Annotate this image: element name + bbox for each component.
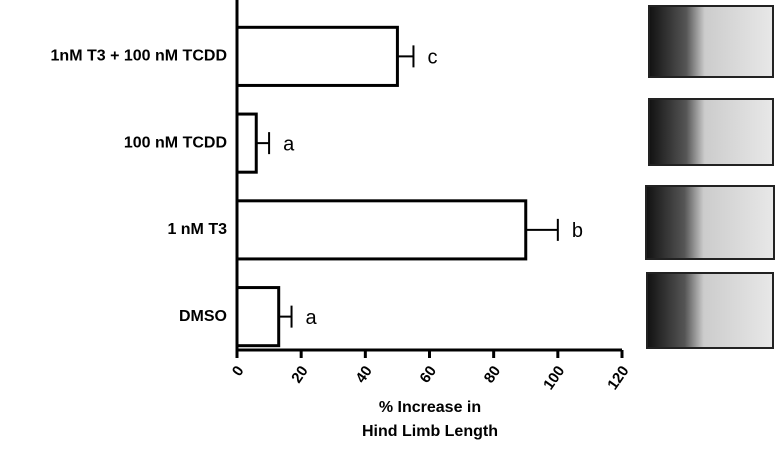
y-tick-label: 1nM T3 + 100 nM TCDD [51,48,227,65]
photo [648,5,774,78]
photo [646,272,774,349]
significance-label: c [427,47,437,69]
x-tick-label: 60 [417,363,440,386]
x-axis-label: % Increase in [379,399,481,416]
x-tick-label: 80 [481,363,504,386]
bar [235,112,258,174]
x-tick-label: 120 [604,363,632,393]
significance-label: b [572,220,583,242]
photo [648,98,774,166]
y-tick-label: DMSO [179,308,227,325]
significance-label: a [283,133,295,155]
bar [235,199,528,261]
x-tick-label: 40 [352,363,375,386]
photo [645,185,775,260]
y-tick-label: 1 nM T3 [167,221,227,238]
x-axis-label: Hind Limb Length [362,423,498,440]
x-tick-label: 100 [540,363,568,393]
x-tick-label: 20 [288,363,311,386]
significance-label: a [306,307,318,329]
photos [645,5,775,349]
bar [235,286,281,348]
x-tick-label: 0 [229,363,248,380]
y-tick-label: 100 nM TCDD [124,134,227,151]
bar [235,25,399,87]
